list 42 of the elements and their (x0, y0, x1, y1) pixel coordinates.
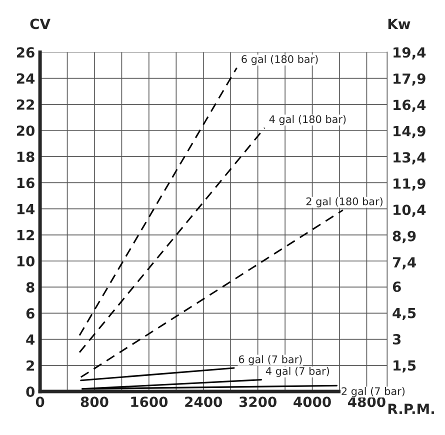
y2-tick-label: 17,9 (394, 73, 426, 86)
y-tick-label: 12 (17, 230, 34, 240)
y2-tick-label: 7,4 (392, 257, 416, 270)
y-tick-label: 6 (26, 308, 34, 319)
series-label: 6 gal (7 bar) (238, 355, 302, 366)
y2-tick-label: 11,9 (394, 178, 426, 191)
y2-axis-title: Kw (388, 18, 410, 29)
y-tick-label: 16 (17, 178, 34, 188)
y-tick-label: 8 (26, 282, 34, 293)
y2-tick-label: 4,5 (392, 308, 416, 320)
y-axis-title: CV (30, 18, 50, 30)
y-tick-label: 18 (17, 152, 34, 162)
x-tick-label: 1600 (131, 396, 168, 408)
series-label: 4 gal (180 bar) (269, 115, 346, 126)
series-label: 2 gal (180 bar) (306, 197, 382, 208)
y-tick-label: 20 (16, 125, 35, 136)
y2-tick-label: 14,9 (394, 126, 426, 138)
y2-tick-label: 13,4 (394, 152, 426, 164)
y-tick-label: 24 (16, 73, 35, 84)
y2-tick-label: 3 (392, 334, 401, 345)
y-tick-label: 26 (16, 47, 34, 58)
x-tick-label: 2400 (185, 396, 222, 408)
series-label: 2 gal (7 bar) (342, 387, 405, 398)
y2-tick-label: 8,9 (392, 230, 416, 244)
series-label: 6 gal (180 bar) (242, 55, 318, 66)
y-tick-label: 10 (17, 256, 35, 266)
y2-tick-label: 1,5 (394, 360, 416, 373)
y2-tick-label: 6 (392, 282, 401, 292)
y-tick-label: 0 (26, 386, 35, 397)
y2-tick-label: 16,4 (394, 100, 426, 112)
y2-tick-label: 19,4 (394, 47, 426, 60)
x-tick-label: 800 (80, 396, 108, 408)
x-tick-label: 0 (36, 396, 44, 408)
series-label: 4 gal (7 bar) (266, 366, 329, 377)
y-tick-label: 22 (16, 99, 34, 110)
y2-tick-label: 10,4 (394, 204, 426, 217)
y-tick-label: 2 (26, 360, 34, 371)
y-tick-label: 4 (26, 334, 35, 345)
y-tick-label: 14 (17, 204, 35, 214)
x-tick-label: 3200 (239, 396, 276, 408)
x-axis-title: R.P.M. (388, 404, 434, 414)
x-tick-label: 4000 (294, 396, 331, 408)
